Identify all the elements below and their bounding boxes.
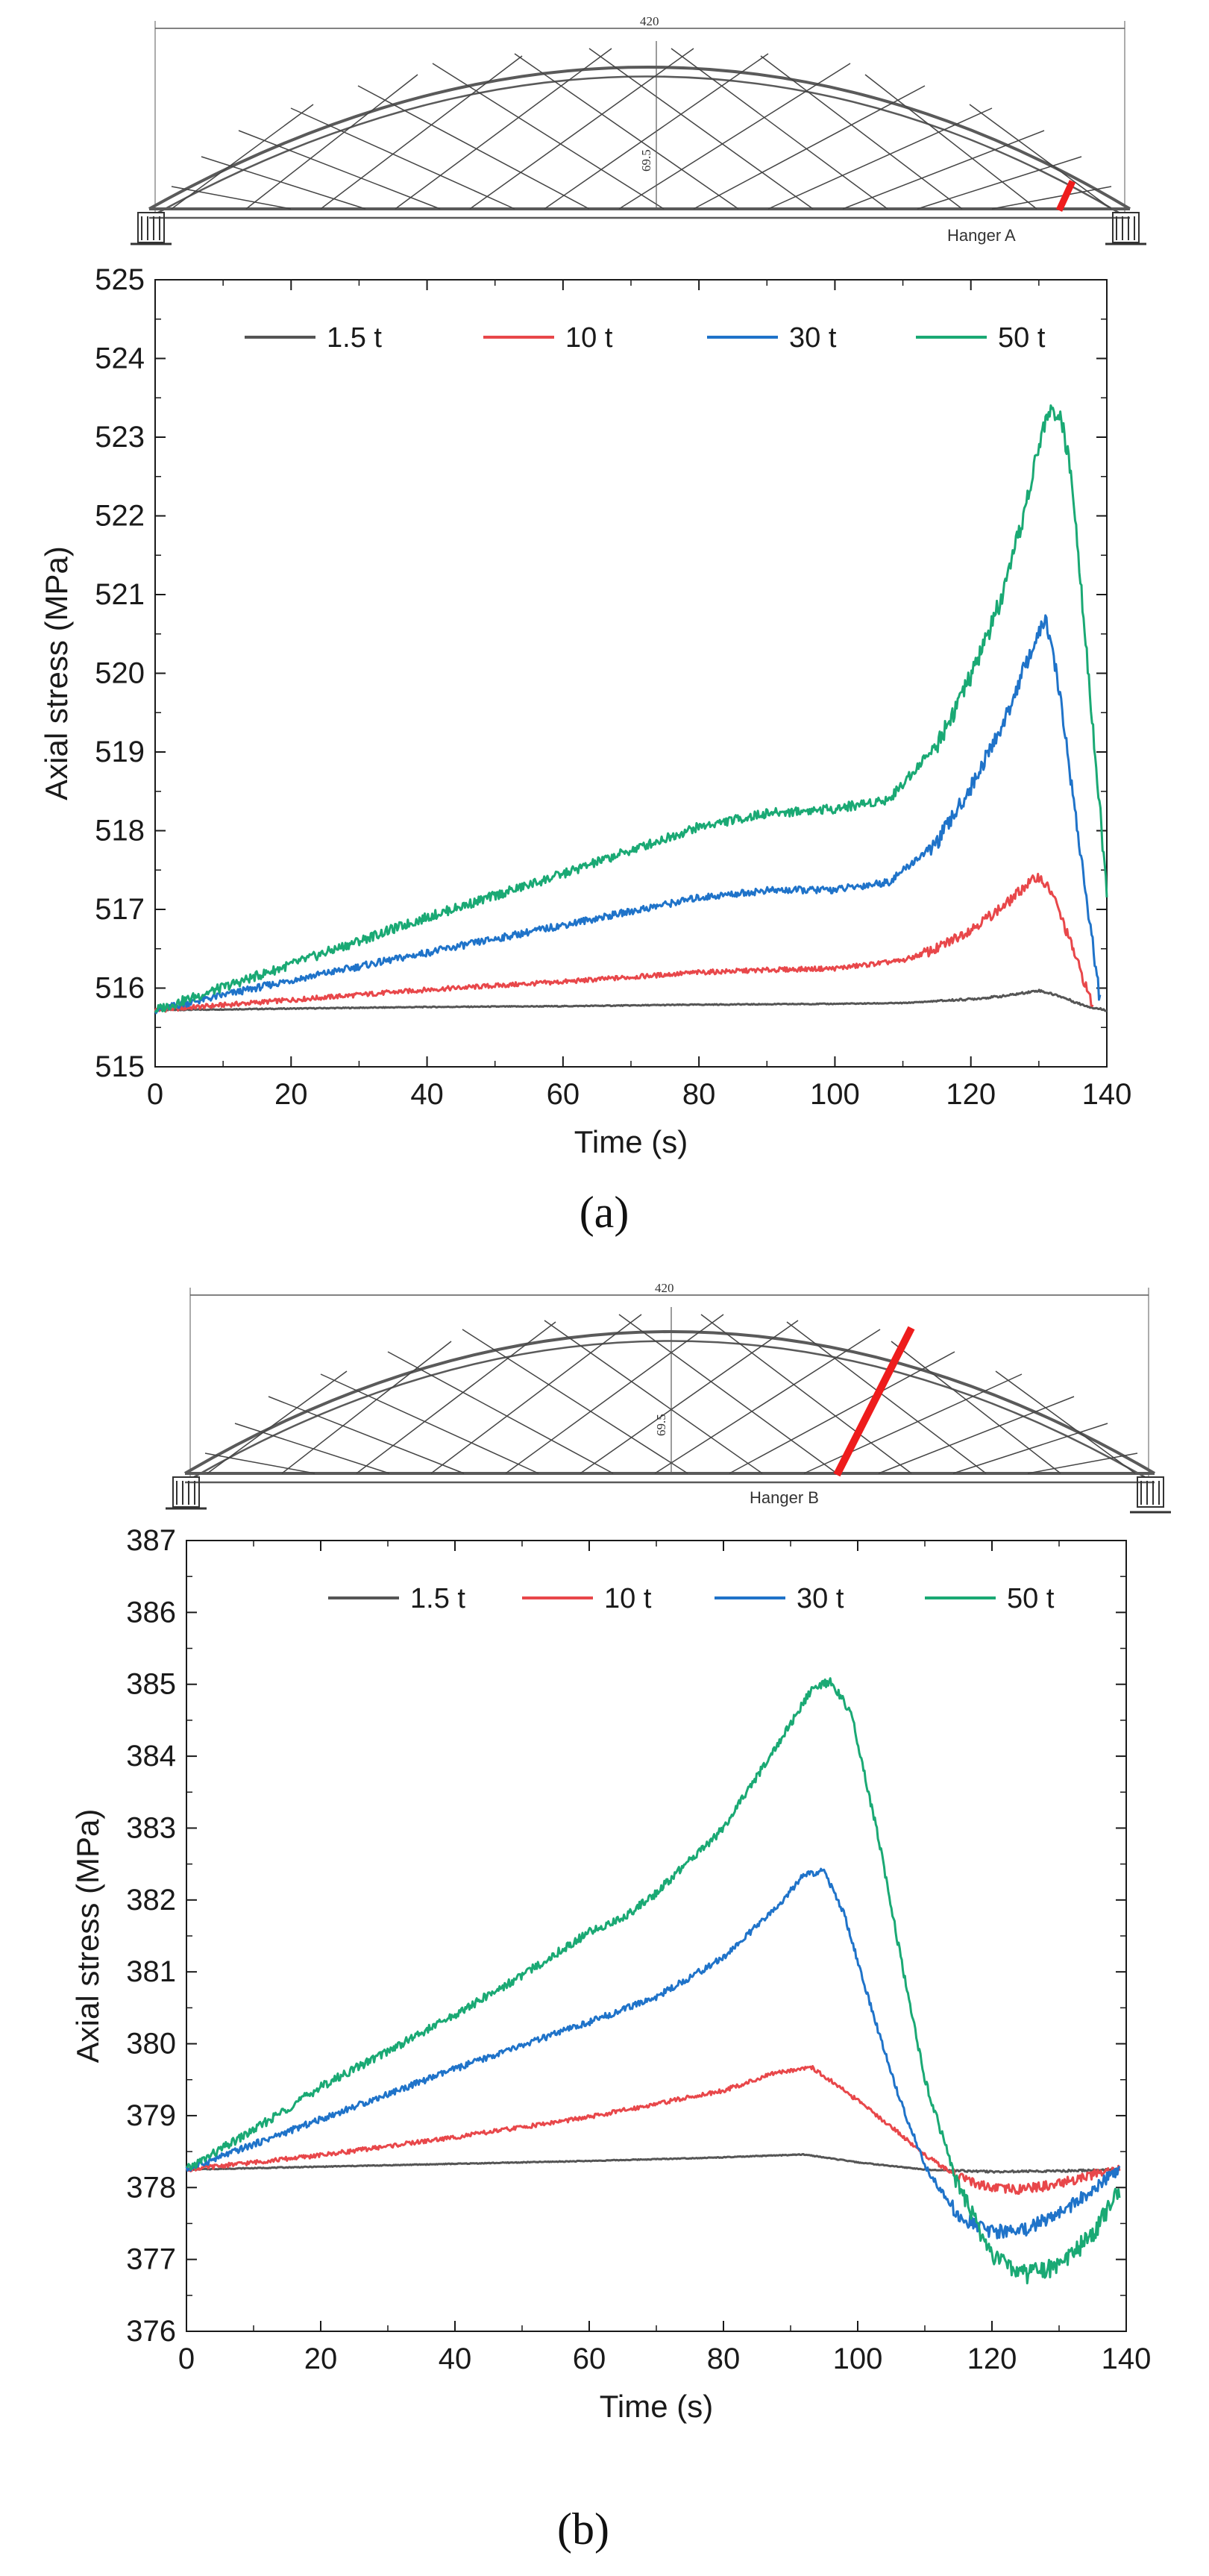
legend-label: 1.5 t xyxy=(410,1583,465,1614)
y-tick-label: 522 xyxy=(95,500,145,533)
panel-caption: (a) xyxy=(580,1188,629,1237)
y-tick-label: 384 xyxy=(126,1740,176,1773)
y-tick-label: 524 xyxy=(95,342,145,375)
y-tick-label: 376 xyxy=(126,2315,176,2348)
legend-label: 50 t xyxy=(1007,1583,1055,1614)
y-tick-label: 519 xyxy=(95,736,145,768)
bridge-diagram-b: 420 69.5 Hanger B xyxy=(166,1281,1171,1514)
plot-frame xyxy=(186,1540,1127,2332)
series-line-10-t xyxy=(154,872,1094,1013)
x-tick-label: 20 xyxy=(304,2342,338,2375)
x-tick-label: 80 xyxy=(682,1078,716,1111)
y-axis-label: Axial stress (MPa) xyxy=(70,1809,105,2063)
y-tick-label: 515 xyxy=(95,1050,145,1083)
support-right xyxy=(1130,1476,1171,1514)
span-label: 420 xyxy=(655,1281,674,1295)
x-tick-label: 100 xyxy=(833,2342,883,2375)
x-tick-label: 60 xyxy=(547,1078,580,1111)
x-tick-label: 20 xyxy=(274,1078,308,1111)
x-tick-label: 0 xyxy=(178,2342,195,2375)
y-tick-label: 521 xyxy=(95,578,145,611)
y-tick-label: 379 xyxy=(126,2099,176,2132)
legend-label: 10 t xyxy=(604,1583,652,1614)
series-line-1-5-t xyxy=(154,988,1108,1012)
hanger-b-marker xyxy=(833,1326,915,1477)
series-line-30-t xyxy=(185,1867,1121,2240)
legend-label: 30 t xyxy=(797,1583,844,1614)
x-tick-label: 40 xyxy=(410,1078,444,1111)
y-tick-label: 517 xyxy=(95,893,145,926)
legend-label: 50 t xyxy=(998,322,1046,354)
x-tick-label: 100 xyxy=(810,1078,860,1111)
bridge-structure xyxy=(131,21,1146,245)
support-right xyxy=(1105,212,1146,245)
plot-frame xyxy=(154,279,1108,1068)
y-tick-label: 523 xyxy=(95,421,145,454)
y-tick-label: 386 xyxy=(126,1596,176,1629)
rise-label: 69.5 xyxy=(639,149,653,172)
y-tick-label: 516 xyxy=(95,972,145,1005)
y-tick-label: 380 xyxy=(126,2028,176,2061)
bridge-diagram-a: 420 69.5 Hanger A xyxy=(131,14,1146,245)
hanger-a-marker xyxy=(1055,180,1076,212)
y-tick-label: 518 xyxy=(95,815,145,847)
rise-label: 69.5 xyxy=(654,1414,668,1436)
x-tick-label: 60 xyxy=(573,2342,606,2375)
y-tick-label: 378 xyxy=(126,2171,176,2204)
y-tick-label: 381 xyxy=(126,1955,176,1988)
panel-caption: (b) xyxy=(557,2504,609,2554)
span-label: 420 xyxy=(640,14,659,28)
y-tick-label: 385 xyxy=(126,1668,176,1701)
y-tick-label: 525 xyxy=(95,263,145,296)
support-left xyxy=(131,212,172,245)
x-tick-label: 80 xyxy=(707,2342,741,2375)
legend-label: 30 t xyxy=(789,322,837,354)
x-axis-label: Time (s) xyxy=(574,1124,688,1159)
series-line-1-5-t xyxy=(186,2153,1120,2174)
y-tick-label: 377 xyxy=(126,2243,176,2276)
legend-label: 1.5 t xyxy=(327,322,382,354)
y-tick-label: 520 xyxy=(95,657,145,690)
x-tick-label: 140 xyxy=(1102,2342,1152,2375)
series-line-50-t xyxy=(185,1677,1121,2285)
series-line-30-t xyxy=(154,614,1102,1015)
series-line-50-t xyxy=(154,404,1108,1013)
y-tick-label: 382 xyxy=(126,1884,176,1917)
y-tick-label: 387 xyxy=(126,1524,176,1557)
hanger-net xyxy=(204,1314,1138,1474)
x-tick-label: 0 xyxy=(147,1078,163,1111)
y-tick-label: 383 xyxy=(126,1811,176,1844)
x-tick-label: 120 xyxy=(967,2342,1017,2375)
x-tick-label: 40 xyxy=(439,2342,472,2375)
series-line-10-t xyxy=(185,2065,1121,2195)
hanger-label: Hanger B xyxy=(750,1488,819,1507)
chart-panel-b: 376 377 378 379 380 381 382 383 384 385 386 387 0 20 4… xyxy=(70,1524,1152,2424)
support-left xyxy=(166,1476,207,1510)
bridge-structure xyxy=(166,1288,1171,1514)
x-tick-label: 140 xyxy=(1082,1078,1132,1111)
caption-a-box: (a) xyxy=(580,1188,629,1237)
legend-label: 10 t xyxy=(565,322,613,354)
x-axis-label: Time (s) xyxy=(600,2389,713,2424)
caption-b-box: (b) xyxy=(557,2504,609,2554)
chart-panel-a: 515 516 517 518 519 520 521 522 523 524 525 0 20 40 60… xyxy=(39,263,1132,1159)
hanger-label: Hanger A xyxy=(947,226,1016,245)
y-axis-label: Axial stress (MPa) xyxy=(39,546,74,800)
x-tick-label: 120 xyxy=(946,1078,996,1111)
